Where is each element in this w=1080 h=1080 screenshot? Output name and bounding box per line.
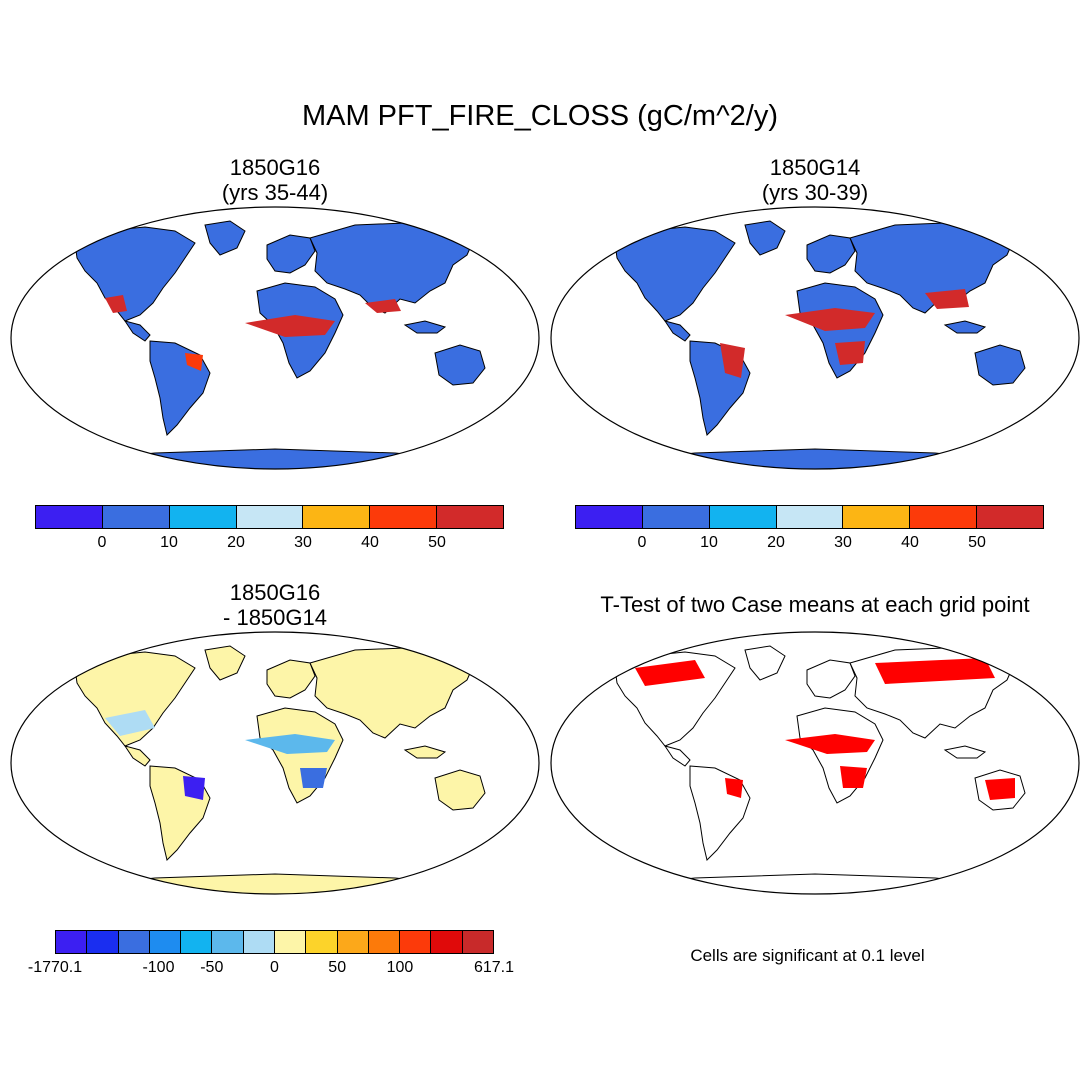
diff-brazil (183, 776, 205, 800)
sig-southern-africa (840, 766, 867, 788)
sig-asia (875, 658, 995, 684)
colorbar-cell (368, 931, 401, 953)
panel-title-line2: (yrs 35-44) (221, 180, 329, 205)
colorbar-cell (102, 506, 170, 528)
map-bottom-left (10, 631, 540, 895)
panel-title-line2: - 1850G14 (223, 605, 327, 630)
colorbar-cell (776, 506, 844, 528)
colorbar-cell (118, 931, 150, 953)
map-top-right (550, 206, 1080, 470)
hotspot-brazil (720, 343, 745, 378)
hotspot-southern-africa (835, 341, 865, 365)
figure-title: MAM PFT_FIRE_CLOSS (gC/m^2/y) (301, 100, 779, 132)
colorbar-tick-label: 617.1 (473, 959, 515, 976)
colorbar-cell (56, 931, 88, 953)
colorbar-cell (236, 506, 304, 528)
colorbar-cell (576, 506, 643, 528)
hotspot-sahel (245, 315, 335, 337)
colorbar-cell (306, 931, 338, 953)
diff-north-america (105, 710, 155, 736)
colorbar-tick-label: 0 (270, 959, 279, 976)
colorbar-cell (303, 506, 371, 528)
panel-title-line1: 1850G16 (229, 155, 321, 180)
diff-southern-africa (300, 768, 327, 788)
hotspot-brazil (185, 353, 203, 371)
colorbar-cell (642, 506, 710, 528)
colorbar-tick-label: 20 (767, 534, 785, 551)
colorbar-cell (910, 506, 978, 528)
hotspot-india (365, 299, 401, 313)
map-top-left (10, 206, 540, 470)
sig-australia (985, 778, 1015, 800)
colorbar-tick-label: -100 (142, 959, 175, 976)
colorbar-cell (36, 506, 103, 528)
colorbar-cell (337, 931, 369, 953)
colorbar-cell (431, 931, 463, 953)
colorbar-cell (709, 506, 777, 528)
colorbar-cell (370, 506, 438, 528)
colorbar-tick-label: 10 (700, 534, 718, 551)
colorbar-tick-label: -50 (200, 959, 224, 976)
colorbar-tick-label: 0 (97, 534, 107, 551)
colorbar-tick-label: 20 (227, 534, 245, 551)
panel-title-line1: 1850G14 (769, 155, 861, 180)
colorbar-cell (977, 506, 1044, 528)
diff-sahel (245, 734, 335, 754)
hotspot-sahel (785, 308, 875, 331)
colorbar-cell (400, 931, 432, 953)
panel-title-bottom-right: T-Test of two Case means at each grid po… (600, 592, 1030, 617)
colorbar-cell (462, 931, 493, 953)
sig-sahel (785, 734, 875, 754)
map-bottom-right (550, 631, 1080, 895)
sig-north-america (635, 660, 705, 686)
colorbar-tick-label: 40 (361, 534, 379, 551)
colorbar-tick-label: 40 (901, 534, 919, 551)
colorbar-cell (843, 506, 911, 528)
sig-brazil (725, 778, 743, 798)
colorbar-top-right (575, 505, 1044, 529)
colorbar-tick-label: 50 (968, 534, 986, 551)
colorbar-tick-label: 30 (294, 534, 312, 551)
colorbar-tick-label: 50 (328, 959, 347, 976)
panel-title-top-left: 1850G16 (yrs 35-44) (140, 155, 410, 205)
colorbar-cell (87, 931, 119, 953)
panel-title-line2: (yrs 30-39) (761, 180, 869, 205)
colorbar-cell (212, 931, 244, 953)
colorbar-tick-label: 100 (386, 959, 414, 976)
colorbar-top-left (35, 505, 504, 529)
colorbar-tick-label: 10 (160, 534, 178, 551)
colorbar-cell (437, 506, 504, 528)
colorbar-cell (169, 506, 237, 528)
colorbar-difference (55, 930, 494, 954)
colorbar-cell (274, 931, 307, 953)
colorbar-tick-label: 0 (637, 534, 647, 551)
hotspot-mexico (105, 295, 127, 313)
panel-title-top-right: 1850G14 (yrs 30-39) (680, 155, 950, 205)
colorbar-tick-label: 30 (834, 534, 852, 551)
hotspot-se-asia (925, 289, 969, 309)
colorbar-cell (149, 931, 182, 953)
panel-title-line1: 1850G16 (229, 580, 321, 605)
colorbar-tick-label: -1770.1 (27, 959, 83, 976)
colorbar-cell (243, 931, 275, 953)
colorbar-tick-label: 50 (428, 534, 446, 551)
panel-title-bottom-left: 1850G16 - 1850G14 (140, 580, 410, 630)
significance-note: Cells are significant at 0.1 level (690, 946, 925, 965)
colorbar-cell (181, 931, 213, 953)
